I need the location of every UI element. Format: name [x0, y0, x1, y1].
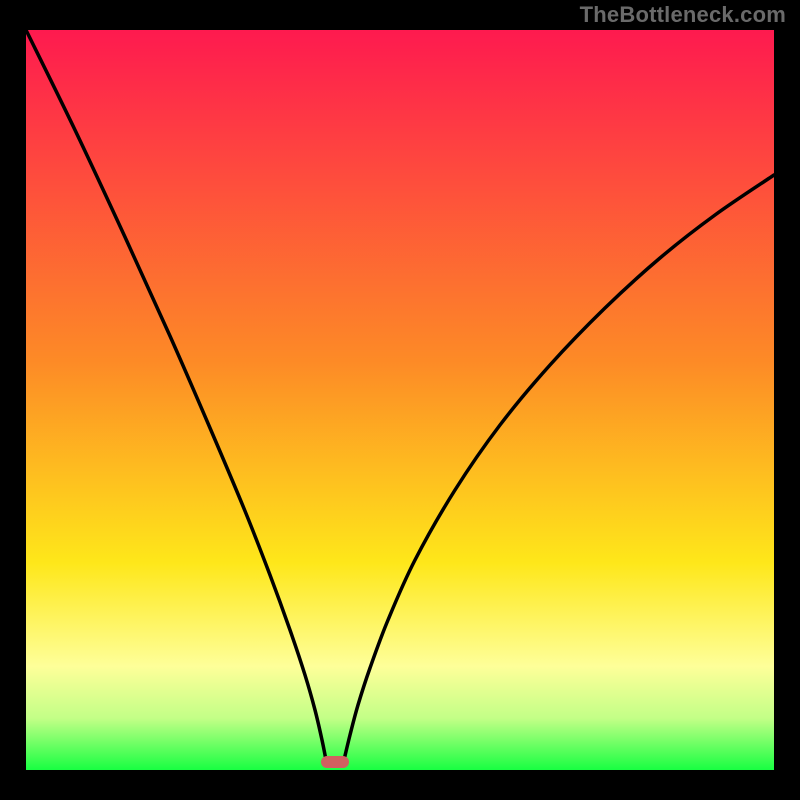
curve-left-branch — [26, 30, 326, 760]
optimal-marker — [321, 756, 349, 768]
bottleneck-curve — [0, 0, 800, 800]
curve-right-branch — [344, 175, 774, 760]
chart-frame: TheBottleneck.com — [0, 0, 800, 800]
